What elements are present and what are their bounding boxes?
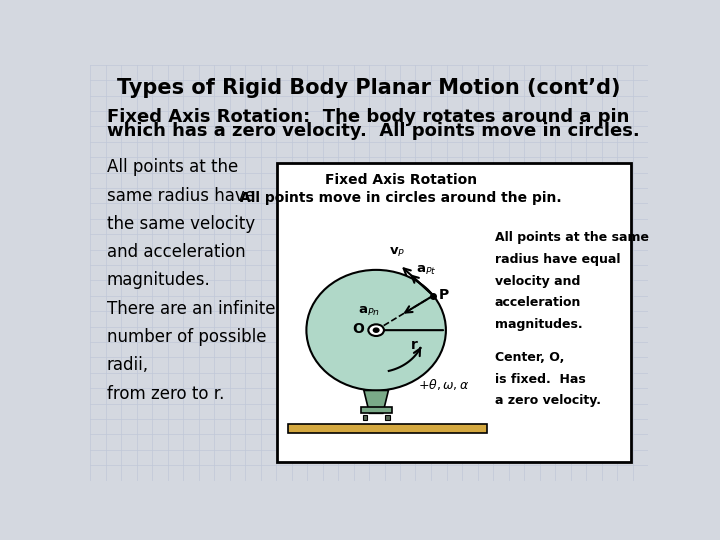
Text: a zero velocity.: a zero velocity. (495, 394, 601, 407)
Text: same radius have: same radius have (107, 187, 255, 205)
Text: from zero to r.: from zero to r. (107, 384, 224, 402)
Text: radii,: radii, (107, 356, 149, 374)
Circle shape (369, 325, 384, 336)
Text: All points move in circles around the pin.: All points move in circles around the pi… (240, 191, 562, 205)
Text: Fixed Axis Rotation:  The body rotates around a pin: Fixed Axis Rotation: The body rotates ar… (107, 108, 629, 126)
Text: All points at the: All points at the (107, 158, 238, 177)
Bar (288, 424, 487, 433)
Text: There are an infinite: There are an infinite (107, 300, 275, 318)
Bar (363, 415, 367, 420)
Text: P: P (439, 288, 449, 302)
Text: v$_P$: v$_P$ (389, 246, 405, 259)
Text: O: O (352, 322, 364, 336)
Text: magnitudes.: magnitudes. (107, 272, 210, 289)
Text: radius have equal: radius have equal (495, 253, 621, 266)
Text: a$_{Pn}$: a$_{Pn}$ (358, 305, 379, 319)
Text: Center, O,: Center, O, (495, 351, 564, 364)
Text: velocity and: velocity and (495, 275, 580, 288)
Text: acceleration: acceleration (495, 296, 581, 309)
Ellipse shape (307, 270, 446, 390)
Text: r: r (411, 338, 418, 352)
Bar (277, 163, 631, 462)
Text: which has a zero velocity.  All points move in circles.: which has a zero velocity. All points mo… (107, 123, 639, 140)
Polygon shape (364, 390, 388, 413)
Text: is fixed.  Has: is fixed. Has (495, 373, 585, 386)
Circle shape (374, 328, 379, 332)
Bar (385, 415, 390, 420)
Text: the same velocity: the same velocity (107, 215, 255, 233)
Text: a$_{Pt}$: a$_{Pt}$ (415, 264, 436, 277)
Text: All points at the same: All points at the same (495, 231, 649, 245)
Bar (361, 407, 392, 413)
Text: Fixed Axis Rotation: Fixed Axis Rotation (325, 173, 477, 187)
Text: number of possible: number of possible (107, 328, 266, 346)
Text: $+\theta, \omega, \alpha$: $+\theta, \omega, \alpha$ (418, 376, 469, 392)
Text: magnitudes.: magnitudes. (495, 318, 582, 331)
Text: Types of Rigid Body Planar Motion (cont’d): Types of Rigid Body Planar Motion (cont’… (117, 78, 621, 98)
Text: and acceleration: and acceleration (107, 243, 246, 261)
